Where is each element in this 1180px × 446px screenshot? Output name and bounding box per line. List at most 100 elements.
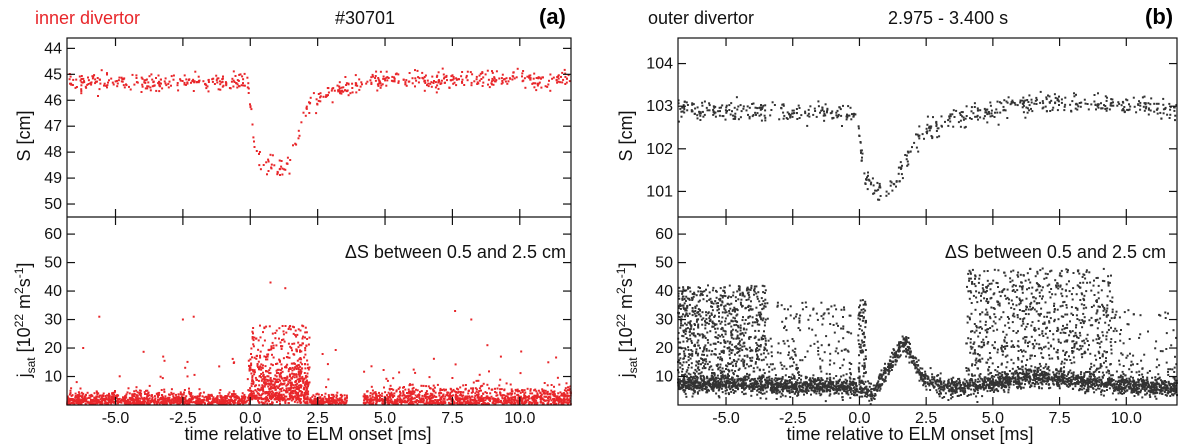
position-point <box>125 84 128 87</box>
jsat-point <box>98 394 101 397</box>
jsat-point <box>559 391 562 394</box>
jsat-point <box>145 389 147 392</box>
jsat-point <box>536 394 539 397</box>
position-point <box>411 82 414 85</box>
jsat-point <box>951 386 954 389</box>
position-point <box>682 104 685 107</box>
jsat-point <box>954 391 957 394</box>
position-point <box>80 75 83 77</box>
position-point <box>505 77 508 80</box>
jsat-point <box>90 399 93 402</box>
jsat-point <box>273 383 276 386</box>
jsat-point <box>257 401 260 404</box>
jsat-point <box>1077 376 1080 378</box>
position-point <box>973 102 976 105</box>
position-point <box>835 111 838 114</box>
jsat-point <box>332 393 335 396</box>
position-point <box>167 86 170 89</box>
position-point <box>1014 103 1017 106</box>
jsat-point <box>412 386 415 389</box>
position-point <box>436 84 439 87</box>
jsat-point <box>560 399 563 401</box>
jsat-point <box>274 394 277 397</box>
position-point <box>552 76 555 79</box>
position-point <box>370 81 373 84</box>
jsat-point <box>224 398 227 401</box>
position-point <box>906 164 909 167</box>
jsat-point <box>536 396 539 398</box>
jsat-point <box>429 387 432 390</box>
jsat-point <box>513 398 516 401</box>
jsat-point <box>105 396 108 399</box>
jsat-point <box>265 356 267 358</box>
jsat-point <box>69 398 72 401</box>
jsat-point <box>128 392 131 395</box>
position-point <box>427 85 430 88</box>
jsat-point <box>553 395 556 398</box>
jsat-point <box>538 396 541 399</box>
jsat-point <box>289 384 292 387</box>
jsat-point <box>239 399 242 402</box>
position-point <box>359 85 362 88</box>
jsat-point <box>499 378 502 381</box>
position-point <box>1022 104 1025 107</box>
position-point <box>1010 102 1013 105</box>
position-point <box>1019 101 1022 104</box>
position-point <box>80 77 83 80</box>
jsat-point <box>482 397 485 400</box>
jsat-point <box>369 400 372 403</box>
position-point <box>411 77 414 80</box>
jsat-point <box>563 401 566 404</box>
jsat-point <box>186 375 189 378</box>
jsat-point <box>449 394 452 397</box>
jsat-point <box>418 394 421 397</box>
position-point <box>107 81 109 84</box>
jsat-point <box>188 400 191 403</box>
position-point <box>822 114 825 117</box>
jsat-point <box>443 389 446 392</box>
position-point <box>786 111 789 114</box>
jsat-point <box>177 395 180 398</box>
position-point <box>947 124 950 127</box>
position-point <box>879 186 882 189</box>
jsat-point <box>1063 370 1066 373</box>
position-point <box>681 110 684 113</box>
position-point <box>1073 95 1076 98</box>
position-point <box>437 87 440 90</box>
position-point <box>382 77 385 80</box>
jsat-point <box>271 364 274 367</box>
position-point <box>930 125 933 128</box>
position-point <box>230 80 233 83</box>
jsat-point <box>251 368 254 371</box>
jsat-point <box>79 401 82 404</box>
position-point <box>105 84 108 87</box>
position-point <box>437 81 440 84</box>
jsat-point <box>75 398 78 401</box>
position-point <box>795 108 798 110</box>
position-point <box>748 117 751 120</box>
position-point <box>118 76 121 79</box>
jsat-point <box>756 377 759 380</box>
position-point <box>1117 101 1120 104</box>
position-point <box>1070 109 1073 112</box>
jsat-point <box>1039 381 1042 384</box>
position-point <box>106 73 108 76</box>
jsat-point <box>392 402 395 405</box>
jsat-point <box>518 390 521 393</box>
jsat-point <box>287 402 290 404</box>
jsat-point <box>232 362 235 364</box>
jsat-point <box>186 360 189 363</box>
jsat-point <box>435 400 438 403</box>
position-point <box>807 112 810 115</box>
position-point <box>984 111 987 114</box>
jsat-point <box>422 397 425 400</box>
jsat-point <box>526 387 529 390</box>
position-point <box>129 88 132 91</box>
jsat-point <box>237 396 240 399</box>
position-point <box>989 101 992 104</box>
jsat-point <box>178 402 181 405</box>
jsat-point <box>107 394 110 397</box>
jsat-point <box>268 400 270 403</box>
position-point <box>361 83 363 86</box>
jsat-point <box>243 400 246 403</box>
